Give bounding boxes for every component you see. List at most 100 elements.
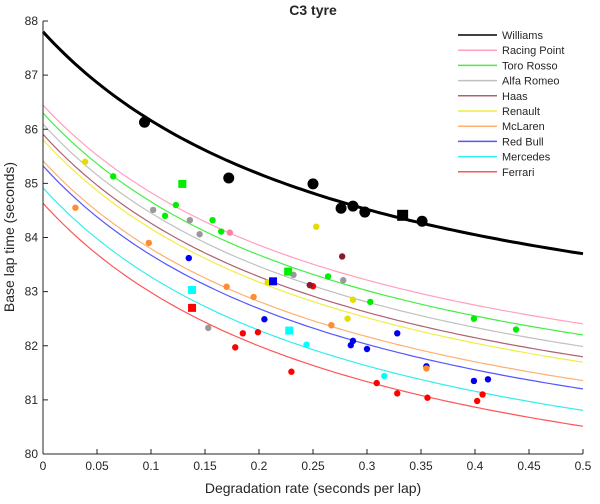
x-tick-label: 0 [40,459,47,473]
data-point-ferrari [424,394,431,401]
data-point-haas [306,281,313,289]
x-tick-label: 0.05 [85,459,109,473]
data-point-red-bull [394,330,401,337]
legend-label: Racing Point [502,45,564,57]
y-axis-label: Base lap time (seconds) [1,162,17,312]
y-tick-label: 84 [25,231,39,245]
fit-curves [41,30,584,427]
data-point-toro-rosso [512,326,520,333]
data-point-ferrari [373,379,380,387]
data-point-ferrari [394,390,401,397]
data-point-renault [81,158,89,165]
data-point-ferrari [288,368,295,375]
y-tick-label: 88 [25,14,39,28]
legend-label: Mercedes [502,152,551,164]
data-point-alfa-romeo [340,277,347,284]
data-point-mclaren [223,283,230,290]
data-point-toro-rosso [367,298,374,306]
x-tick-label: 0.3 [359,459,376,473]
data-point-williams [223,172,235,184]
data-point-toro-rosso [172,201,180,209]
legend-label: McLaren [502,121,545,133]
fit-curve-williams [41,30,584,256]
data-point-alfa-romeo [196,231,203,238]
data-point-mercedes [381,372,388,380]
fit-curve-ferrari [42,202,584,427]
data-points [72,116,520,405]
data-point-alfa-romeo [186,216,194,224]
data-point-toro-rosso [209,216,216,224]
fit-curve-toro-rosso [42,112,584,336]
x-ticks: 0 0.05 0.1 0.15 0.2 0.25 0.3 0.35 0.4 0.45 0.5 [40,449,592,473]
data-point-ferrari [473,397,481,405]
y-ticks: 80 81 82 83 84 85 86 87 88 [25,14,48,461]
fit-curve-mclaren [42,160,584,382]
fit-curve-mercedes [42,187,584,411]
data-point-toro-rosso [324,273,332,280]
data-point-red-bull [185,254,192,262]
x-tick-label: 0.4 [467,459,484,473]
x-tick-label: 0.5 [575,459,592,473]
y-tick-label: 86 [25,122,39,136]
data-point-williams [335,202,347,214]
data-point-williams [397,209,409,221]
data-point-renault [344,315,351,322]
y-tick-label: 85 [25,176,39,190]
legend-label: Renault [502,106,540,118]
data-point-red-bull [261,316,268,323]
x-tick-label: 0.35 [409,459,433,473]
fit-curve-renault [42,139,584,363]
x-tick-label: 0.25 [301,459,325,473]
chart-title: C3 tyre [289,2,337,18]
data-point-ferrari [188,303,197,312]
x-axis-label: Degradation rate (seconds per lap) [205,480,421,496]
legend-label: Alfa Romeo [502,76,559,88]
data-point-mercedes [285,326,294,335]
data-point-toro-rosso [218,228,225,235]
data-point-red-bull [269,277,278,286]
legend: Williams Racing Point Toro Rosso Alfa Romeo… [448,24,584,184]
data-point-red-bull [484,376,492,383]
data-point-williams [307,178,319,190]
data-point-toro-rosso [178,179,187,188]
legend-label: Red Bull [502,136,544,148]
data-point-mclaren [72,204,79,211]
data-point-ferrari [232,344,239,351]
data-point-mercedes [188,286,197,295]
data-point-mclaren [328,321,335,329]
data-point-toro-rosso [161,212,169,220]
legend-label: Williams [502,30,543,42]
data-point-mercedes [303,341,310,348]
data-point-toro-rosso [110,173,117,180]
data-point-alfa-romeo [149,206,157,214]
data-point-toro-rosso [470,315,478,322]
data-point-williams [359,206,371,218]
y-tick-label: 83 [25,285,39,299]
legend-label: Ferrari [502,167,534,179]
fit-curve-racing-point [42,104,584,325]
y-tick-label: 80 [25,447,39,461]
data-point-red-bull [470,377,478,385]
data-point-haas [338,253,346,260]
data-point-mclaren [145,239,153,247]
x-tick-label: 0.45 [517,459,541,473]
x-tick-label: 0.2 [251,459,268,473]
fit-curve-red-bull [42,165,584,390]
data-point-red-bull [347,342,354,349]
y-tick-label: 81 [25,393,39,407]
data-point-renault [313,223,320,230]
data-point-williams [347,200,359,212]
legend-label: Haas [502,91,528,103]
data-point-mclaren [250,293,257,301]
data-point-racing-point [226,229,234,236]
data-point-williams [139,116,151,128]
data-point-toro-rosso [284,267,293,276]
data-point-ferrari [479,391,486,398]
data-point-alfa-romeo [205,324,212,332]
legend-label: Toro Rosso [502,60,558,72]
data-point-ferrari [239,330,246,337]
y-tick-label: 82 [25,339,39,353]
x-tick-label: 0.15 [193,459,217,473]
data-point-williams [416,215,428,227]
